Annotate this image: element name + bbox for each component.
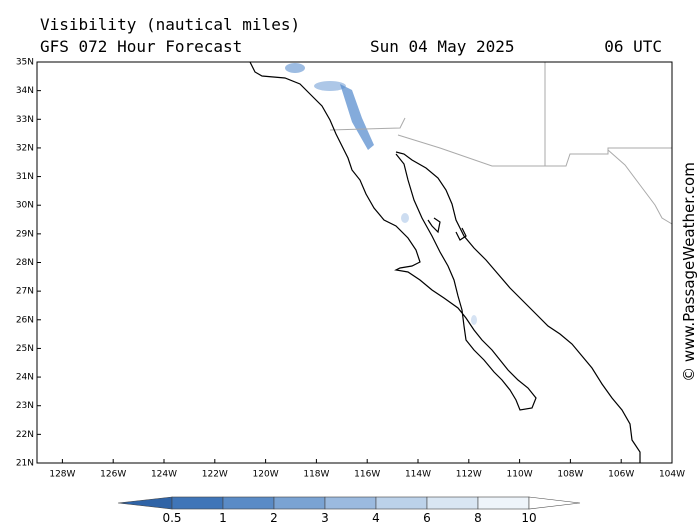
lat-label: 21N xyxy=(16,459,34,469)
lat-label: 32N xyxy=(16,143,34,153)
lat-label: 26N xyxy=(16,315,34,325)
lat-label: 34N xyxy=(16,86,34,96)
map-area xyxy=(249,61,673,463)
colorbar-bin xyxy=(222,496,275,510)
lat-label: 35N xyxy=(16,58,34,68)
colorbar-bin xyxy=(426,496,479,510)
coastline xyxy=(249,61,641,463)
lon-label: 108W xyxy=(557,470,583,480)
lon-label: 118W xyxy=(303,470,329,480)
colorbar-label: 3 xyxy=(321,511,329,525)
title: Visibility (nautical miles) xyxy=(40,15,300,34)
lat-label: 33N xyxy=(16,115,34,125)
colorbar-bin xyxy=(324,496,377,510)
colorbar-label: 10 xyxy=(521,511,536,525)
colorbar-label: 2 xyxy=(270,511,278,525)
colorbar-label: 0.5 xyxy=(162,511,181,525)
visibility-shading xyxy=(285,63,477,325)
lon-label: 128W xyxy=(49,470,75,480)
watermark: © www.PassageWeather.com xyxy=(680,162,698,382)
model-run: GFS 072 Hour Forecast xyxy=(40,37,242,56)
lon-label: 114W xyxy=(405,470,431,480)
date: Sun 04 May 2025 xyxy=(370,37,515,56)
lon-label: 110W xyxy=(507,470,533,480)
lon-label: 126W xyxy=(100,470,126,480)
lat-label: 27N xyxy=(16,287,34,297)
lat-label: 24N xyxy=(16,373,34,383)
lat-label: 30N xyxy=(16,201,34,211)
colorbar-label: 6 xyxy=(423,511,431,525)
lon-label: 116W xyxy=(354,470,380,480)
colorbar-label: 4 xyxy=(372,511,380,525)
axis-ticks: 35N 34N 33N 32N 31N 30N 29N 28N 27N 26N 25N 24N 23N 2… xyxy=(16,58,685,480)
colorbar: 0.5 1 2 3 4 6 8 10 xyxy=(117,496,581,525)
lon-label: 124W xyxy=(151,470,177,480)
lon-label: 104W xyxy=(659,470,685,480)
lon-label: 122W xyxy=(202,470,228,480)
lat-label: 22N xyxy=(16,430,34,440)
borders xyxy=(329,62,673,225)
lat-label: 25N xyxy=(16,344,34,354)
lon-label: 106W xyxy=(608,470,634,480)
colorbar-bin xyxy=(375,496,428,510)
colorbar-label: 1 xyxy=(219,511,227,525)
lat-label: 23N xyxy=(16,401,34,411)
lat-label: 29N xyxy=(16,229,34,239)
lat-label: 31N xyxy=(16,172,34,182)
colorbar-bin xyxy=(273,496,326,510)
lon-label: 112W xyxy=(456,470,482,480)
colorbar-high xyxy=(528,496,581,510)
lat-label: 28N xyxy=(16,258,34,268)
colorbar-bin xyxy=(171,496,224,510)
lon-label: 120W xyxy=(253,470,279,480)
colorbar-low xyxy=(117,496,173,510)
colorbar-bin xyxy=(477,496,530,510)
time: 06 UTC xyxy=(604,37,662,56)
colorbar-label: 8 xyxy=(474,511,482,525)
